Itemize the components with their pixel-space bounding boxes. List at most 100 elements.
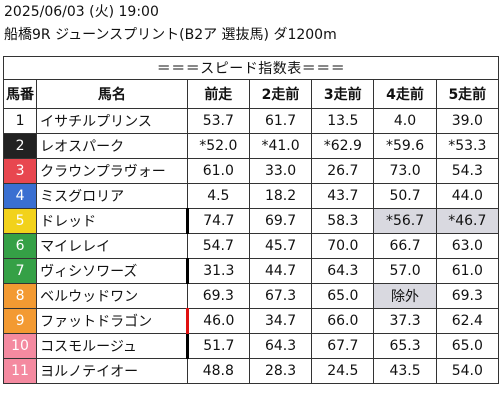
speed-index-cell: 51.7 (185, 333, 250, 359)
speed-index-cell: 63.0 (435, 233, 500, 259)
speed-index-cell: 54.7 (186, 233, 250, 259)
speed-index-cell: 65.0 (435, 333, 500, 359)
speed-index-cell: 65.0 (311, 283, 375, 309)
horse-number: 5 (2, 208, 38, 234)
speed-index-cell: *46.7 (435, 208, 500, 234)
table-row: 2 レオスパーク *52.0 *41.0 *62.9 *59.6 *53.3 (2, 133, 500, 159)
horse-name: ドレッド (36, 208, 188, 234)
speed-index-cell: 67.3 (248, 283, 313, 309)
speed-index-cell: 37.3 (373, 308, 437, 334)
speed-index-cell: 33.0 (248, 158, 313, 184)
col-header-5-races-ago: 5走前 (435, 79, 500, 109)
speed-index-cell: 24.5 (311, 358, 375, 384)
speed-index-cell: 46.0 (185, 308, 250, 334)
horse-number: 2 (2, 133, 38, 159)
race-info: 船橋9R ジューンスプリント(B2ア 選抜馬) ダ1200m (4, 27, 337, 43)
speed-index-cell: *53.3 (435, 133, 500, 159)
speed-index-cell: 69.7 (248, 208, 313, 234)
speed-index-cell: 70.0 (311, 233, 375, 259)
table-row: 6 マイレレイ 54.7 45.7 70.0 66.7 63.0 (2, 233, 500, 259)
speed-index-cell: 74.7 (185, 208, 250, 234)
speed-index-cell: 67.7 (311, 333, 375, 359)
speed-index-cell: 54.0 (435, 358, 500, 384)
speed-index-cell: 53.7 (186, 108, 250, 134)
speed-index-cell: 18.2 (248, 183, 313, 209)
table-row: 9 ファットドラゴン 46.0 34.7 66.0 37.3 62.4 (2, 308, 500, 334)
speed-index-cell: 57.0 (373, 258, 437, 284)
speed-index-cell: 44.0 (435, 183, 500, 209)
col-header-2-races-ago: 2走前 (248, 79, 313, 109)
horse-name: ミスグロリア (36, 183, 188, 209)
horse-name: イサチルプリンス (36, 108, 188, 134)
table-row: 10 コスモルージュ 51.7 64.3 67.7 65.3 65.0 (2, 333, 500, 359)
speed-index-cell: 69.3 (435, 283, 500, 309)
horse-number: 9 (2, 308, 38, 334)
horse-number: 8 (2, 283, 38, 309)
speed-index-cell: 61.0 (435, 258, 500, 284)
speed-index-cell: 50.7 (373, 183, 437, 209)
horse-name: ヴィシソワーズ (36, 258, 188, 284)
speed-index-cell: 54.3 (435, 158, 500, 184)
table-row: 4 ミスグロリア 4.5 18.2 43.7 50.7 44.0 (2, 183, 500, 209)
speed-index-cell: 31.3 (185, 258, 250, 284)
speed-index-cell: 除外 (373, 283, 437, 309)
horse-number: 4 (2, 183, 38, 209)
speed-index-cell: 66.7 (373, 233, 437, 259)
speed-index-cell: 4.5 (186, 183, 250, 209)
table-row: 1 イサチルプリンス 53.7 61.7 13.5 4.0 39.0 (2, 108, 500, 134)
speed-index-cell: 39.0 (435, 108, 500, 134)
speed-index-cell: 73.0 (373, 158, 437, 184)
speed-index-cell: 66.0 (311, 308, 375, 334)
col-header-3-races-ago: 3走前 (311, 79, 375, 109)
speed-index-cell: 43.5 (373, 358, 437, 384)
race-date-time: 2025/06/03 (火) 19:00 (4, 4, 159, 20)
table-body: 1 イサチルプリンス 53.7 61.7 13.5 4.0 39.0 2 レオスパーク *52.0… (2, 108, 500, 384)
speed-index-cell: 65.3 (373, 333, 437, 359)
table-row: 8 ベルウッドワン 69.3 67.3 65.0 除外 69.3 (2, 283, 500, 309)
speed-index-cell: *62.9 (311, 133, 375, 159)
speed-index-cell: 28.3 (248, 358, 313, 384)
speed-index-cell: 58.3 (311, 208, 375, 234)
col-header-4-races-ago: 4走前 (373, 79, 437, 109)
speed-index-cell: 61.0 (186, 158, 250, 184)
horse-number: 1 (2, 108, 38, 134)
speed-index-cell: 13.5 (311, 108, 375, 134)
speed-index-cell: 45.7 (248, 233, 313, 259)
horse-number: 3 (2, 158, 38, 184)
horse-number: 11 (2, 358, 38, 384)
horse-name: クラウンプラヴォー (36, 158, 188, 184)
speed-index-cell: 26.7 (311, 158, 375, 184)
table-title: ＝＝＝スピード指数表＝＝＝ (3, 56, 499, 80)
speed-index-cell: 34.7 (248, 308, 313, 334)
speed-index-cell: 48.8 (186, 358, 250, 384)
speed-index-cell: 43.7 (311, 183, 375, 209)
speed-index-cell: *41.0 (248, 133, 313, 159)
speed-index-cell: 44.7 (248, 258, 313, 284)
speed-index-cell: *52.0 (186, 133, 250, 159)
horse-name: ベルウッドワン (36, 283, 188, 309)
horse-name: マイレレイ (36, 233, 188, 259)
horse-name: ファットドラゴン (36, 308, 188, 334)
horse-name: レオスパーク (36, 133, 188, 159)
table-row: 3 クラウンプラヴォー 61.0 33.0 26.7 73.0 54.3 (2, 158, 500, 184)
speed-index-cell: 61.7 (248, 108, 313, 134)
speed-index-table: ＝＝＝スピード指数表＝＝＝ 馬番 馬名 前走 2走前 3走前 4走前 5走前 1… (2, 56, 500, 384)
table-row: 11 ヨルノテイオー 48.8 28.3 24.5 43.5 54.0 (2, 358, 500, 384)
horse-number: 6 (2, 233, 38, 259)
speed-index-cell: *56.7 (373, 208, 437, 234)
speed-index-cell: 69.3 (186, 283, 250, 309)
speed-index-cell: *59.6 (373, 133, 437, 159)
speed-index-cell: 64.3 (311, 258, 375, 284)
horse-number: 10 (2, 333, 38, 359)
speed-index-cell: 4.0 (373, 108, 437, 134)
horse-name: コスモルージュ (36, 333, 188, 359)
col-header-horse-name: 馬名 (36, 79, 188, 109)
table-row: 7 ヴィシソワーズ 31.3 44.7 64.3 57.0 61.0 (2, 258, 500, 284)
horse-name: ヨルノテイオー (36, 358, 188, 384)
horse-number: 7 (2, 258, 38, 284)
col-header-last-race: 前走 (186, 79, 250, 109)
speed-index-cell: 64.3 (248, 333, 313, 359)
speed-index-cell: 62.4 (435, 308, 500, 334)
table-row: 5 ドレッド 74.7 69.7 58.3 *56.7 *46.7 (2, 208, 500, 234)
col-header-number: 馬番 (2, 79, 38, 109)
